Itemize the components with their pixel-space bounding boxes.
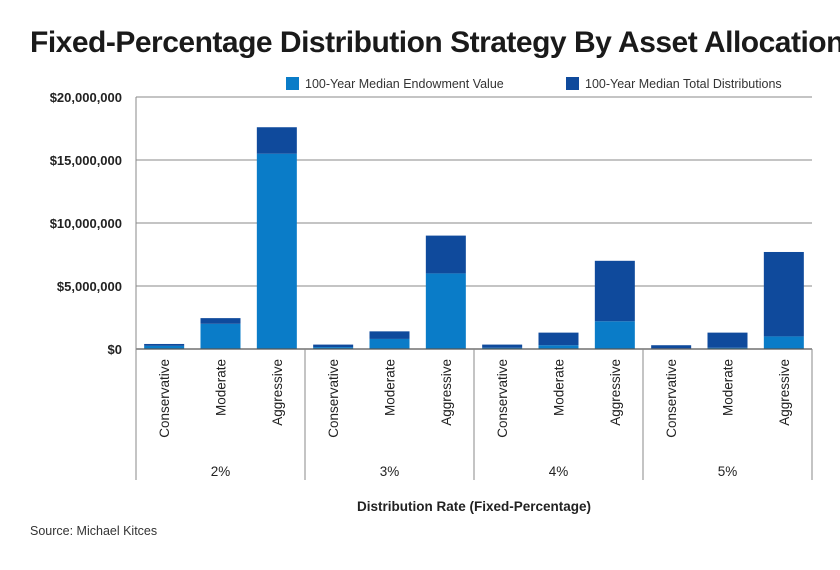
y-tick-label: $15,000,000 xyxy=(50,153,122,168)
bar-distributions-2pct-conservative xyxy=(144,343,185,346)
category-label: Moderate xyxy=(721,359,736,416)
category-label: Moderate xyxy=(214,359,229,416)
category-label: Conservative xyxy=(326,359,341,438)
bar-endowment-2pct-aggressive xyxy=(256,153,297,349)
bar-distributions-5pct-conservative xyxy=(651,345,692,349)
bar-distributions-3pct-moderate xyxy=(369,331,410,339)
category-label: Moderate xyxy=(383,359,398,416)
category-label: Conservative xyxy=(495,359,510,438)
bar-endowment-3pct-aggressive xyxy=(425,273,466,349)
bar-endowment-4pct-aggressive xyxy=(594,321,635,349)
category-label: Aggressive xyxy=(439,359,454,426)
category-label: Aggressive xyxy=(777,359,792,426)
group-label: 5% xyxy=(718,464,738,479)
group-label: 4% xyxy=(549,464,569,479)
bar-distributions-2pct-aggressive xyxy=(256,127,297,154)
bar-distributions-5pct-moderate xyxy=(707,332,748,348)
bar-distributions-4pct-aggressive xyxy=(594,260,635,322)
bar-endowment-3pct-moderate xyxy=(369,338,410,349)
bar-distributions-4pct-moderate xyxy=(538,332,579,346)
y-tick-label: $0 xyxy=(108,342,122,357)
legend-swatch-endowment xyxy=(286,77,299,90)
bar-endowment-2pct-moderate xyxy=(200,323,241,349)
bar-endowment-3pct-conservative xyxy=(313,347,354,349)
bar-endowment-4pct-moderate xyxy=(538,345,579,349)
bar-distributions-3pct-aggressive xyxy=(425,235,466,274)
bar-distributions-3pct-conservative xyxy=(313,344,354,348)
y-tick-label: $20,000,000 xyxy=(50,90,122,105)
bar-distributions-2pct-moderate xyxy=(200,318,241,324)
bar-distributions-4pct-conservative xyxy=(482,344,523,348)
legend-label-distributions: 100-Year Median Total Distributions xyxy=(585,77,782,91)
y-tick-label: $10,000,000 xyxy=(50,216,122,231)
y-tick-label: $5,000,000 xyxy=(57,279,122,294)
bar-endowment-5pct-aggressive xyxy=(763,336,804,349)
x-axis-title: Distribution Rate (Fixed-Percentage) xyxy=(357,499,591,514)
bar-endowment-5pct-moderate xyxy=(707,347,748,349)
chart-title: Fixed-Percentage Distribution Strategy B… xyxy=(30,26,840,59)
source-note: Source: Michael Kitces xyxy=(30,524,158,538)
category-label: Aggressive xyxy=(270,359,285,426)
category-label: Conservative xyxy=(157,359,172,438)
bar-distributions-5pct-aggressive xyxy=(763,251,804,337)
category-label: Aggressive xyxy=(608,359,623,426)
legend-label-endowment: 100-Year Median Endowment Value xyxy=(305,77,504,91)
group-label: 3% xyxy=(380,464,400,479)
category-label: Moderate xyxy=(552,359,567,416)
bar-endowment-4pct-conservative xyxy=(482,347,523,349)
bar-endowment-2pct-conservative xyxy=(144,345,185,349)
legend-swatch-distributions xyxy=(566,77,579,90)
group-label: 2% xyxy=(211,464,231,479)
category-label: Conservative xyxy=(664,359,679,438)
